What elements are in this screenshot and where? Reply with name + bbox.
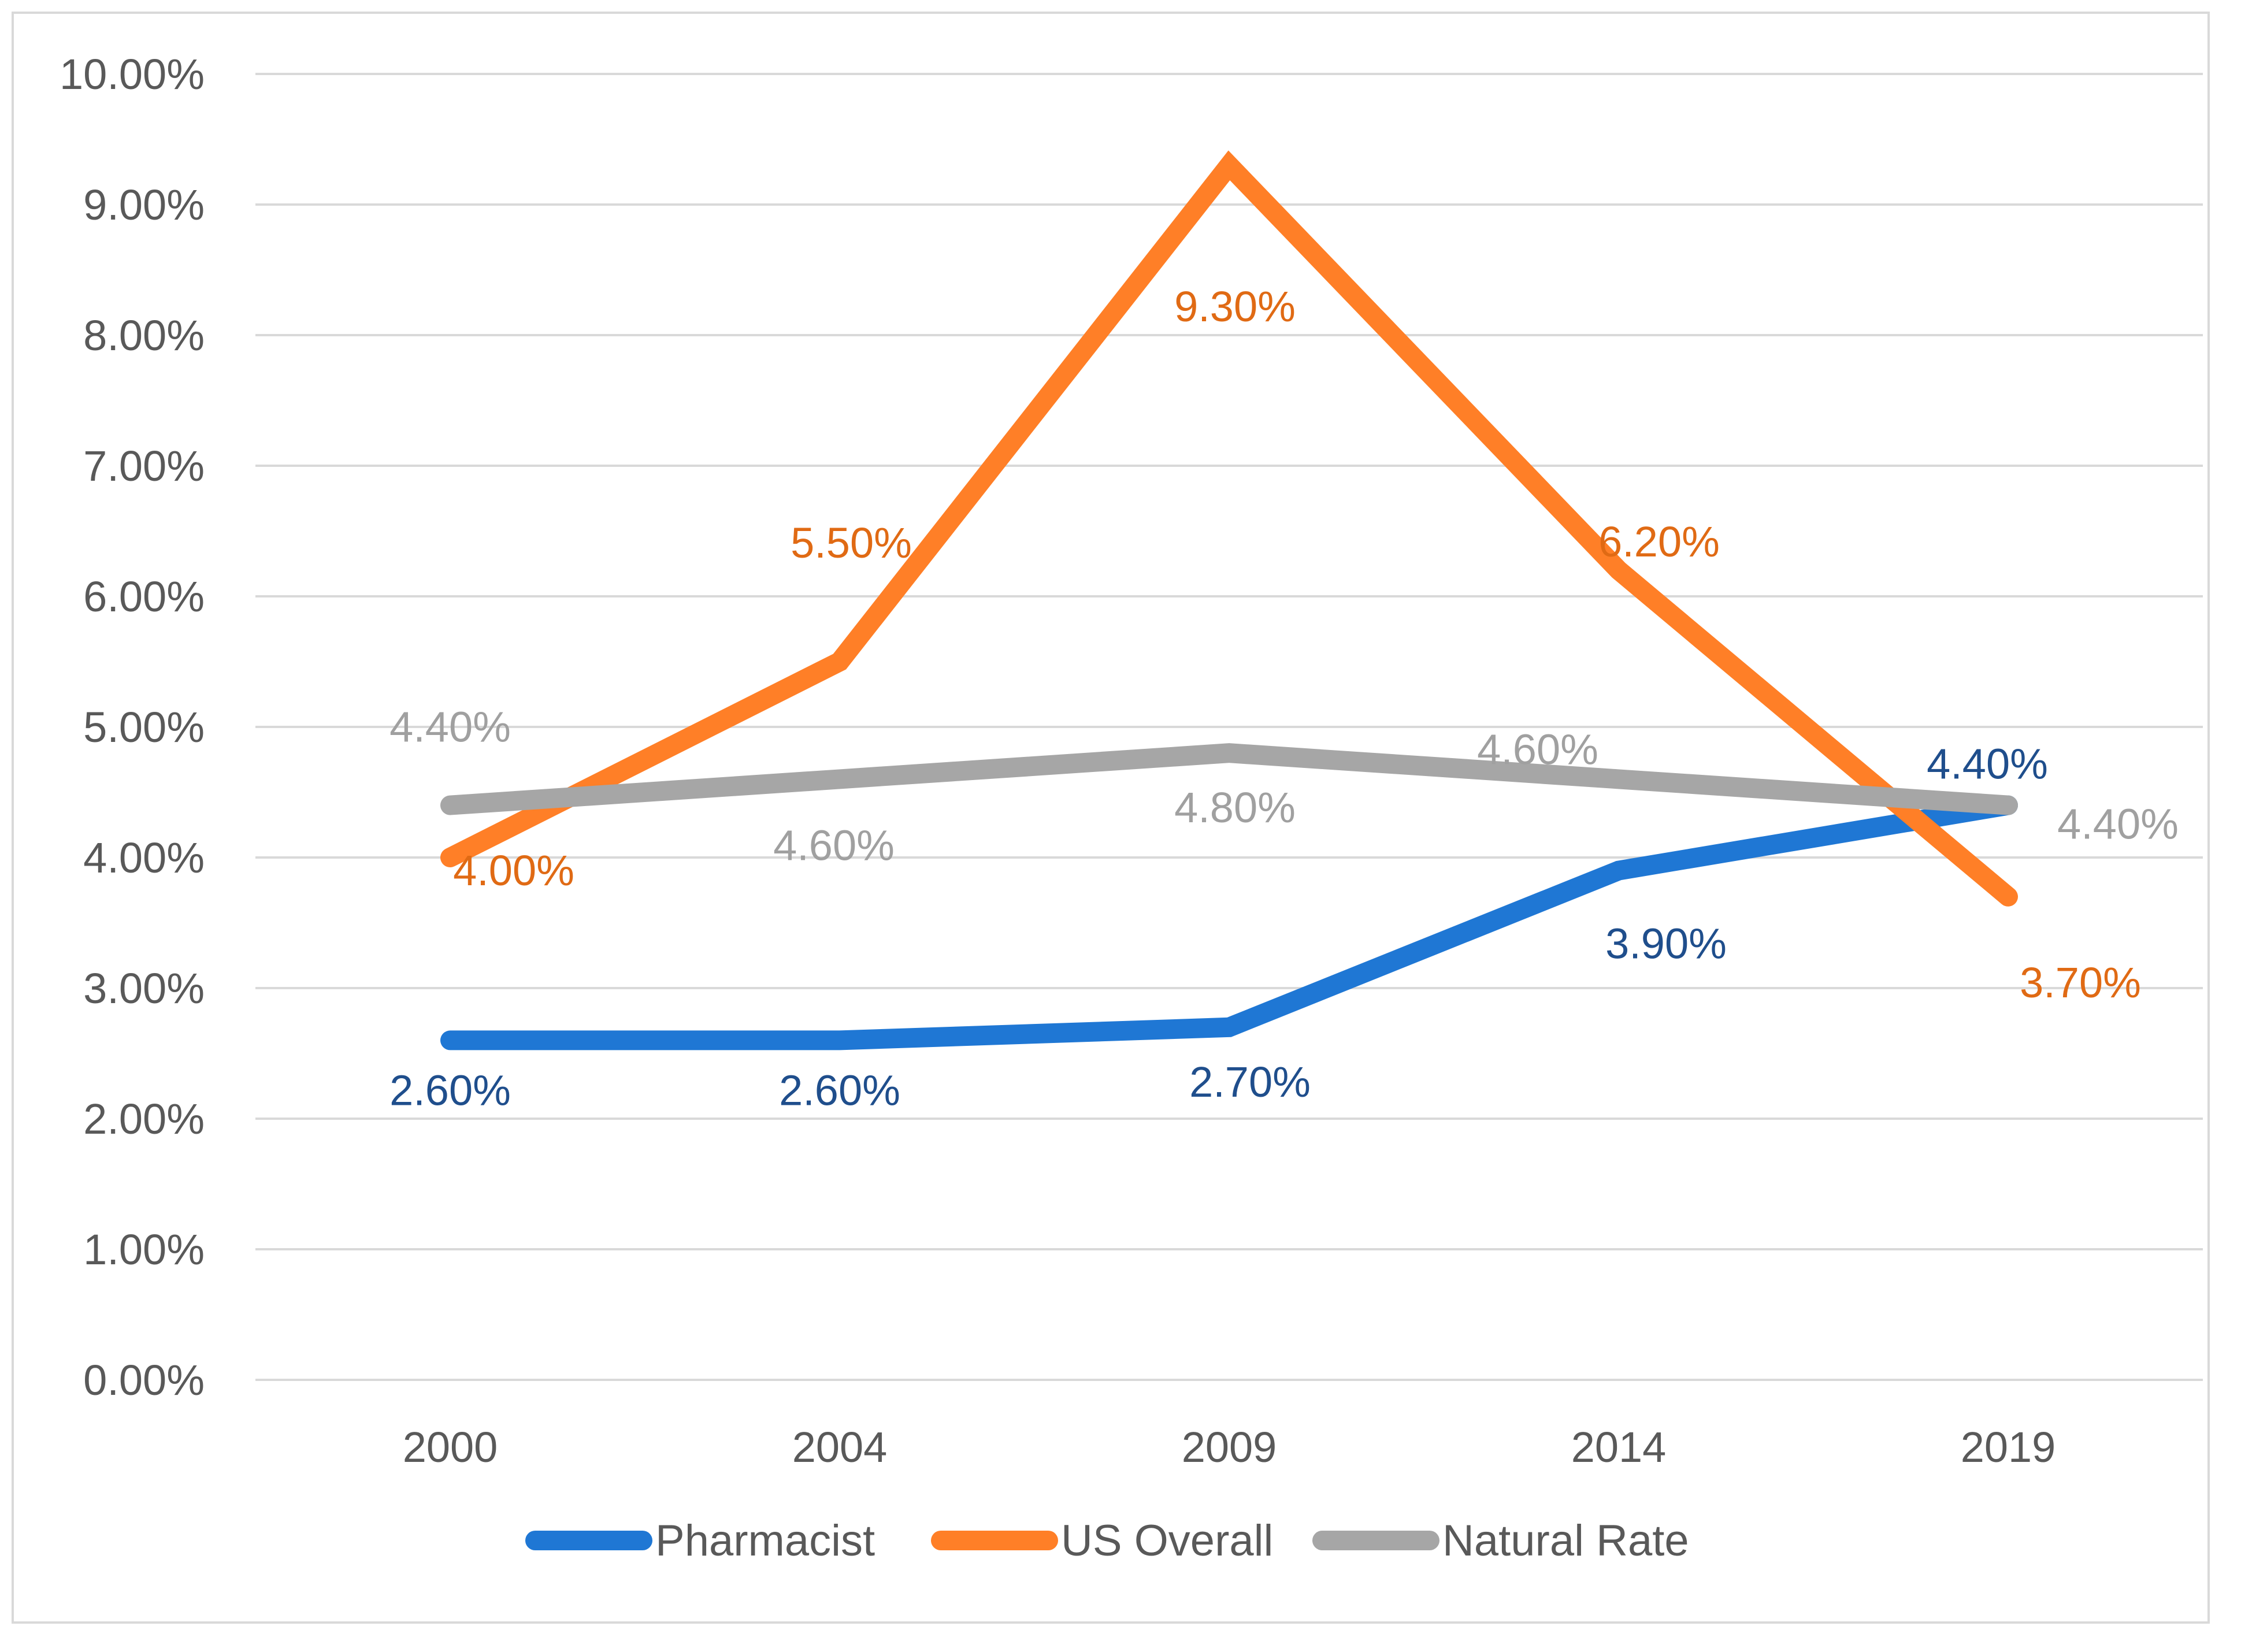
y-axis: 0.00% 1.00% 2.00% 3.00% 4.00% 5.00% 6.00% 7.00%… [60, 50, 205, 1404]
legend-label: US Overall [1061, 1516, 1273, 1565]
legend-label: Natural Rate [1442, 1516, 1689, 1565]
data-label: 4.80% [1174, 784, 1296, 831]
line-chart: 0.00% 1.00% 2.00% 3.00% 4.00% 5.00% 6.00% 7.00%… [60, 50, 2203, 1565]
gridlines [255, 73, 2203, 1381]
y-tick-label: 6.00% [83, 573, 205, 621]
data-label: 2.70% [1189, 1058, 1311, 1106]
y-tick-label: 0.00% [83, 1356, 205, 1404]
data-label: 4.00% [453, 847, 574, 894]
x-tick-label: 2014 [1571, 1423, 1667, 1471]
series-line-pharmacist [440, 795, 2018, 1050]
data-label: 4.60% [1477, 725, 1598, 773]
y-tick-label: 4.00% [83, 834, 205, 882]
y-tick-label: 3.00% [83, 964, 205, 1012]
data-label: 3.90% [1605, 920, 1727, 968]
data-label: 3.70% [2020, 959, 2141, 1007]
chart-frame: 0.00% 1.00% 2.00% 3.00% 4.00% 5.00% 6.00% 7.00%… [12, 12, 2210, 1624]
y-tick-label: 5.00% [83, 703, 205, 751]
y-tick-label: 9.00% [83, 181, 205, 229]
series-line-natural-rate [440, 743, 2018, 815]
series-line-us-overall [440, 150, 2018, 907]
x-tick-label: 2000 [403, 1423, 498, 1471]
data-label: 4.60% [773, 821, 895, 869]
x-tick-label: 2009 [1182, 1423, 1277, 1471]
x-axis: 2000 2004 2009 2014 2019 [403, 1423, 2056, 1471]
y-tick-label: 7.00% [83, 442, 205, 490]
series-lines [440, 150, 2018, 1050]
data-label: 5.50% [791, 519, 912, 567]
y-tick-label: 10.00% [60, 50, 205, 98]
data-label: 9.30% [1174, 283, 1296, 331]
legend: Pharmacist US Overall Natural Rate [525, 1516, 1689, 1565]
y-tick-label: 2.00% [83, 1095, 205, 1143]
data-label: 2.60% [779, 1066, 900, 1114]
data-labels: 2.60% 2.60% 2.70% 3.90% 4.40% 4.00% 5.50% 9.30%… [389, 283, 2179, 1114]
data-label: 6.20% [1598, 518, 1720, 566]
legend-label: Pharmacist [655, 1516, 875, 1565]
data-label: 4.40% [1927, 740, 2048, 788]
y-tick-label: 8.00% [83, 311, 205, 359]
x-tick-label: 2019 [1961, 1423, 2056, 1471]
data-label: 4.40% [2057, 800, 2179, 848]
data-label: 2.60% [389, 1066, 511, 1114]
x-tick-label: 2004 [792, 1423, 888, 1471]
y-tick-label: 1.00% [83, 1226, 205, 1274]
data-label: 4.40% [389, 703, 511, 751]
